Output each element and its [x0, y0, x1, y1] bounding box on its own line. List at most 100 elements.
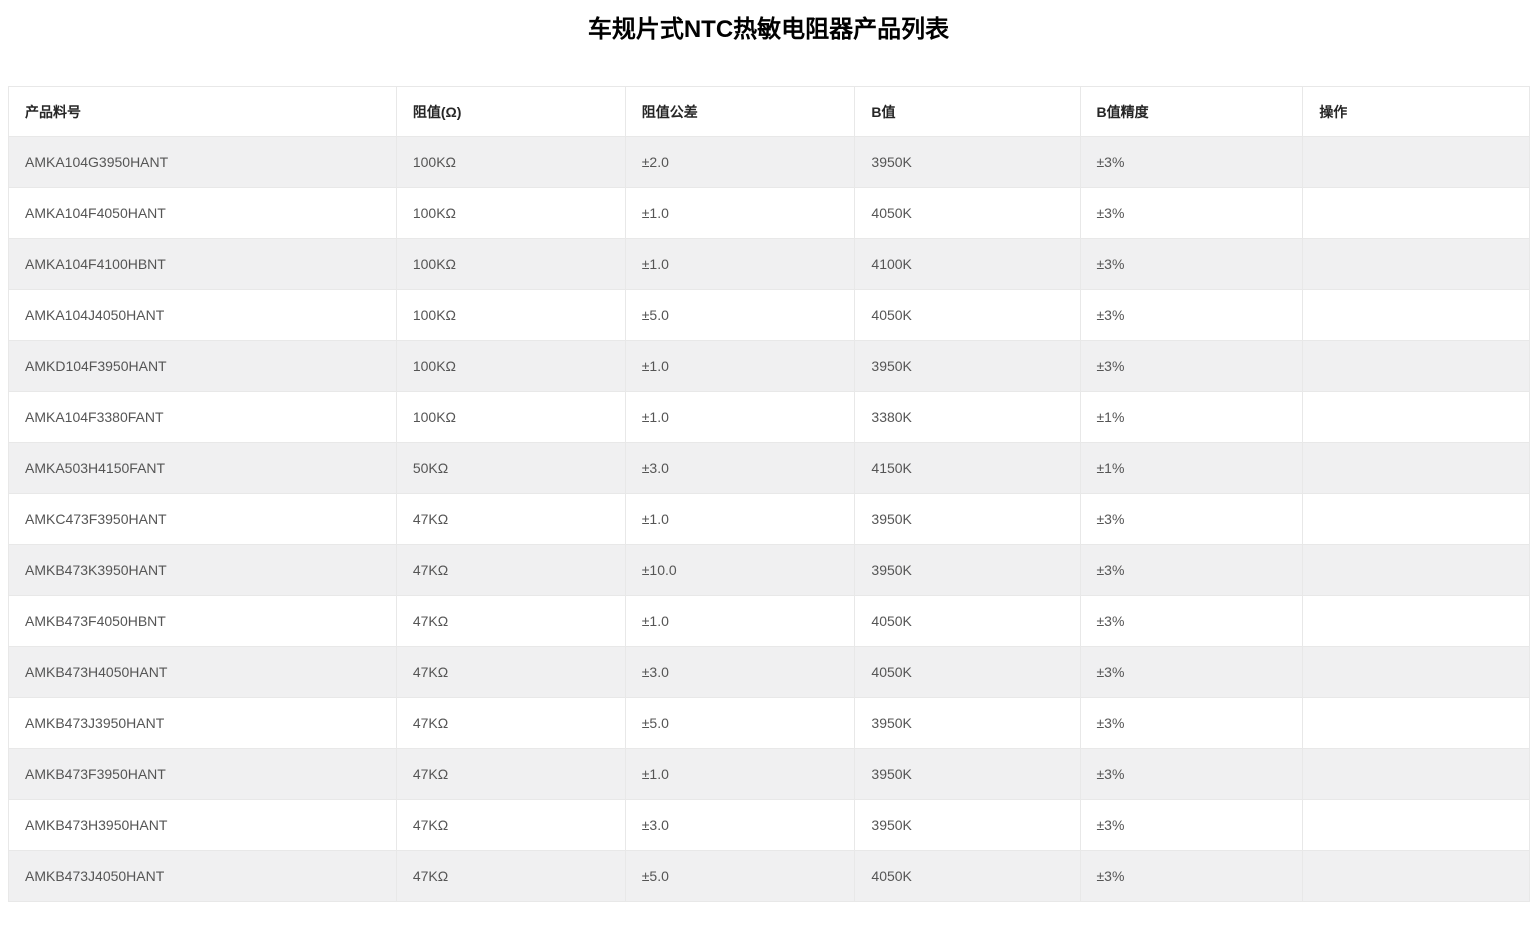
cell-b-value: 4050K — [854, 595, 1081, 647]
cell-resistance-tolerance: ±3.0 — [624, 646, 856, 698]
cell-resistance-tolerance: ±1.0 — [624, 340, 856, 392]
table-row: AMKC473F3950HANT 47KΩ ±1.0 3950K ±3% — [8, 493, 1530, 545]
cell-resistance: 47KΩ — [395, 544, 626, 596]
cell-part-number: AMKC473F3950HANT — [8, 493, 397, 545]
column-header-b-value: B值 — [854, 86, 1081, 137]
cell-b-value: 4100K — [854, 238, 1081, 290]
table-row: AMKB473H4050HANT 47KΩ ±3.0 4050K ±3% — [8, 646, 1530, 698]
cell-resistance: 47KΩ — [395, 799, 626, 851]
cell-b-value-precision: ±3% — [1079, 289, 1304, 341]
cell-actions — [1302, 697, 1530, 749]
cell-resistance: 47KΩ — [395, 748, 626, 800]
cell-resistance-tolerance: ±3.0 — [624, 442, 856, 494]
table-header: 产品料号 阻值(Ω) 阻值公差 B值 B值精度 操作 — [8, 86, 1530, 137]
cell-part-number: AMKB473F4050HBNT — [8, 595, 397, 647]
cell-b-value-precision: ±3% — [1079, 646, 1304, 698]
table-row: AMKB473J3950HANT 47KΩ ±5.0 3950K ±3% — [8, 697, 1530, 749]
cell-actions — [1302, 595, 1530, 647]
cell-resistance: 47KΩ — [395, 493, 626, 545]
cell-resistance-tolerance: ±1.0 — [624, 391, 856, 443]
cell-b-value: 4050K — [854, 646, 1081, 698]
cell-b-value-precision: ±3% — [1079, 595, 1304, 647]
cell-resistance: 50KΩ — [395, 442, 626, 494]
cell-b-value: 3950K — [854, 340, 1081, 392]
cell-b-value: 4050K — [854, 289, 1081, 341]
cell-part-number: AMKA104F3380FANT — [8, 391, 397, 443]
cell-resistance: 100KΩ — [395, 238, 626, 290]
cell-part-number: AMKA503H4150FANT — [8, 442, 397, 494]
cell-resistance: 100KΩ — [395, 136, 626, 188]
cell-part-number: AMKB473K3950HANT — [8, 544, 397, 596]
cell-actions — [1302, 544, 1530, 596]
table-row: AMKA503H4150FANT 50KΩ ±3.0 4150K ±1% — [8, 442, 1530, 494]
cell-resistance-tolerance: ±1.0 — [624, 187, 856, 239]
cell-b-value-precision: ±3% — [1079, 544, 1304, 596]
cell-resistance: 47KΩ — [395, 646, 626, 698]
page: 车规片式NTC热敏电阻器产品列表 产品料号 阻值(Ω) 阻值公差 B值 B值精度 操作 A… — [0, 15, 1537, 930]
cell-actions — [1302, 799, 1530, 851]
cell-resistance: 47KΩ — [395, 850, 626, 902]
cell-actions — [1302, 289, 1530, 341]
table-row: AMKA104F4050HANT 100KΩ ±1.0 4050K ±3% — [8, 187, 1530, 239]
column-header-resistance: 阻值(Ω) — [395, 86, 626, 137]
table-row: AMKB473H3950HANT 47KΩ ±3.0 3950K ±3% — [8, 799, 1530, 851]
cell-b-value: 4050K — [854, 187, 1081, 239]
cell-b-value-precision: ±1% — [1079, 442, 1304, 494]
cell-b-value-precision: ±3% — [1079, 187, 1304, 239]
cell-resistance-tolerance: ±3.0 — [624, 799, 856, 851]
cell-resistance: 100KΩ — [395, 187, 626, 239]
cell-b-value-precision: ±3% — [1079, 238, 1304, 290]
cell-b-value: 3380K — [854, 391, 1081, 443]
cell-resistance-tolerance: ±5.0 — [624, 289, 856, 341]
cell-actions — [1302, 646, 1530, 698]
cell-resistance: 47KΩ — [395, 595, 626, 647]
cell-b-value-precision: ±3% — [1079, 136, 1304, 188]
cell-actions — [1302, 493, 1530, 545]
cell-part-number: AMKA104J4050HANT — [8, 289, 397, 341]
cell-resistance-tolerance: ±10.0 — [624, 544, 856, 596]
cell-part-number: AMKA104G3950HANT — [8, 136, 397, 188]
table-row: AMKA104F4100HBNT 100KΩ ±1.0 4100K ±3% — [8, 238, 1530, 290]
cell-part-number: AMKB473J3950HANT — [8, 697, 397, 749]
cell-actions — [1302, 238, 1530, 290]
table-row: AMKA104J4050HANT 100KΩ ±5.0 4050K ±3% — [8, 289, 1530, 341]
cell-part-number: AMKB473H3950HANT — [8, 799, 397, 851]
page-title: 车规片式NTC热敏电阻器产品列表 — [587, 16, 950, 43]
column-header-part-number: 产品料号 — [8, 86, 397, 137]
table-row: AMKB473J4050HANT 47KΩ ±5.0 4050K ±3% — [8, 850, 1530, 902]
cell-b-value-precision: ±3% — [1079, 493, 1304, 545]
cell-b-value: 4150K — [854, 442, 1081, 494]
cell-b-value-precision: ±3% — [1079, 340, 1304, 392]
cell-actions — [1302, 748, 1530, 800]
cell-b-value-precision: ±3% — [1079, 697, 1304, 749]
column-header-actions: 操作 — [1302, 86, 1530, 137]
table-row: AMKB473F4050HBNT 47KΩ ±1.0 4050K ±3% — [8, 595, 1530, 647]
cell-b-value: 3950K — [854, 799, 1081, 851]
cell-b-value-precision: ±3% — [1079, 799, 1304, 851]
table-header-row: 产品料号 阻值(Ω) 阻值公差 B值 B值精度 操作 — [8, 86, 1530, 137]
cell-b-value: 3950K — [854, 748, 1081, 800]
cell-actions — [1302, 136, 1530, 188]
column-header-resistance-tolerance: 阻值公差 — [624, 86, 856, 137]
cell-part-number: AMKB473J4050HANT — [8, 850, 397, 902]
table-row: AMKA104G3950HANT 100KΩ ±2.0 3950K ±3% — [8, 136, 1530, 188]
table-row: AMKA104F3380FANT 100KΩ ±1.0 3380K ±1% — [8, 391, 1530, 443]
cell-part-number: AMKA104F4050HANT — [8, 187, 397, 239]
cell-actions — [1302, 340, 1530, 392]
table-body: AMKA104G3950HANT 100KΩ ±2.0 3950K ±3% AMKA104… — [8, 136, 1530, 902]
cell-resistance: 47KΩ — [395, 697, 626, 749]
cell-resistance-tolerance: ±5.0 — [624, 697, 856, 749]
cell-b-value: 4050K — [854, 850, 1081, 902]
cell-actions — [1302, 391, 1530, 443]
cell-part-number: AMKD104F3950HANT — [8, 340, 397, 392]
cell-b-value: 3950K — [854, 544, 1081, 596]
cell-resistance: 100KΩ — [395, 391, 626, 443]
cell-actions — [1302, 850, 1530, 902]
cell-resistance: 100KΩ — [395, 340, 626, 392]
column-header-b-value-precision: B值精度 — [1079, 86, 1304, 137]
cell-b-value-precision: ±1% — [1079, 391, 1304, 443]
cell-part-number: AMKB473F3950HANT — [8, 748, 397, 800]
cell-actions — [1302, 442, 1530, 494]
table-row: AMKB473K3950HANT 47KΩ ±10.0 3950K ±3% — [8, 544, 1530, 596]
cell-b-value-precision: ±3% — [1079, 850, 1304, 902]
